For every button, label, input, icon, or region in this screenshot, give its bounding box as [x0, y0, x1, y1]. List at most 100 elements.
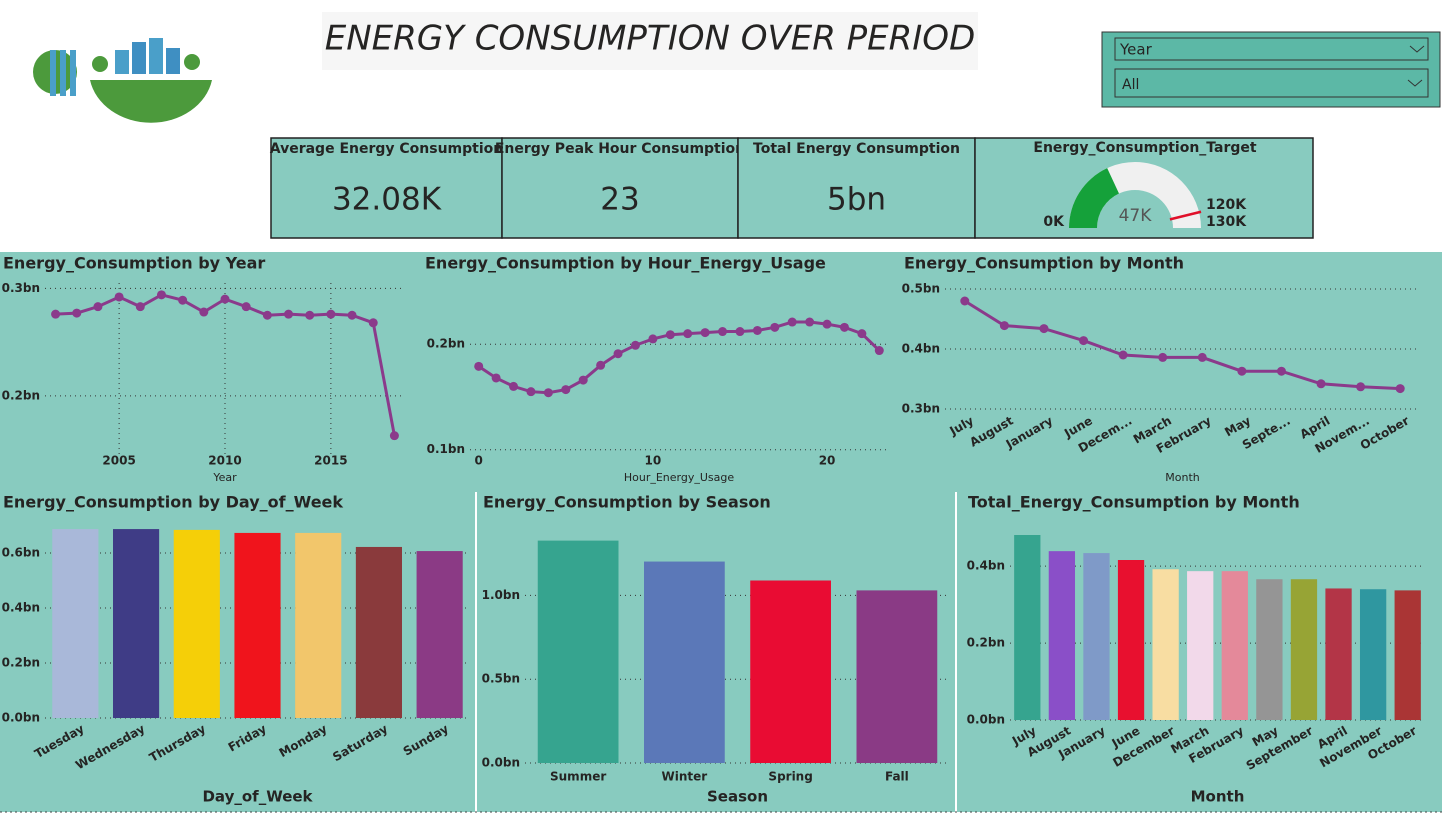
point [347, 310, 357, 320]
year-slicer[interactable]: Year All [1101, 31, 1441, 108]
bar [856, 590, 938, 763]
kpi-value: 32.08K [332, 182, 442, 218]
bar [1048, 551, 1076, 720]
kpi-value: 5bn [827, 182, 886, 218]
point [1079, 336, 1089, 346]
point [491, 373, 501, 383]
bar [644, 561, 725, 763]
gauge-max-label: 130K [1206, 214, 1247, 230]
y-tick-label: 0.5bn [482, 672, 520, 686]
point [1158, 352, 1168, 362]
point [114, 292, 124, 302]
bar [1290, 579, 1318, 720]
point [284, 309, 294, 319]
x-axis-title: Month [1165, 471, 1200, 484]
bar [1256, 579, 1283, 720]
chart-title: Energy_Consumption_Target [1033, 140, 1257, 156]
x-tick-label: Summer [550, 770, 606, 784]
point [1395, 384, 1405, 394]
point [1197, 352, 1207, 362]
bar [355, 546, 402, 718]
point [1316, 379, 1326, 389]
bar [1221, 571, 1248, 720]
point [578, 375, 588, 385]
point [752, 325, 762, 335]
x-axis-title: Month [1191, 788, 1245, 806]
x-tick-label: 2015 [314, 454, 347, 468]
point [805, 317, 815, 327]
bar [1152, 569, 1179, 720]
point [770, 322, 780, 332]
point [474, 361, 484, 371]
chart-title: Energy_Consumption by Day_of_Week [3, 493, 343, 512]
x-axis-title: Hour_Energy_Usage [624, 471, 735, 484]
point [999, 321, 1009, 331]
gauge-target [1169, 210, 1202, 221]
x-tick-label: 2010 [208, 454, 241, 468]
kpi-label: Energy Peak Hour Consumption [495, 141, 745, 157]
bar [1394, 590, 1421, 720]
y-tick-label: 0.4bn [902, 342, 940, 356]
point [199, 307, 209, 317]
y-tick-label: 0.2bn [967, 636, 1005, 650]
gauge-min-label: 0K [1043, 214, 1065, 230]
gauge-value [1069, 168, 1119, 228]
y-tick-label: 0.3bn [902, 402, 940, 416]
point [630, 340, 640, 350]
point [389, 431, 399, 441]
chart-title: Energy_Consumption by Month [904, 254, 1184, 273]
x-tick-label: Winter [662, 770, 708, 784]
chart-title: Energy_Consumption by Year [3, 254, 265, 273]
chart-title: Energy_Consumption by Hour_Energy_Usage [425, 254, 826, 273]
point [665, 330, 675, 340]
y-tick-label: 0.4bn [2, 601, 40, 615]
y-tick-label: 0.2bn [2, 656, 40, 670]
point [561, 385, 571, 395]
bar [1187, 571, 1214, 720]
x-tick-label: Spring [768, 770, 812, 784]
dashboard-title: ENERGY CONSUMPTION OVER PERIOD [325, 19, 976, 59]
y-tick-label: 0.3bn [2, 281, 40, 295]
bar [1359, 589, 1387, 720]
point [93, 302, 103, 312]
point [72, 308, 82, 318]
y-tick-label: 0.1bn [427, 442, 465, 456]
chevron [1409, 45, 1425, 53]
bar [1083, 553, 1110, 720]
x-axis-title: Year [212, 471, 237, 484]
bar [750, 580, 831, 763]
bar [234, 532, 281, 718]
logo [33, 38, 212, 123]
point [683, 329, 693, 339]
line [964, 299, 1401, 391]
x-axis-title: Season [707, 788, 768, 806]
y-tick-label: 0.5bn [902, 282, 940, 296]
bar [173, 529, 220, 718]
point [326, 309, 336, 319]
point [839, 322, 849, 332]
point [874, 346, 884, 356]
slicer-dropdown[interactable] [1114, 68, 1429, 98]
point [526, 387, 536, 397]
bar [52, 529, 99, 718]
x-axis-title: Day_of_Week [202, 788, 313, 806]
x-tick-label: 10 [645, 454, 662, 468]
point [1039, 324, 1049, 334]
gauge-target-label: 120K [1206, 197, 1247, 213]
title-box [322, 12, 978, 70]
y-tick-label: 0.0bn [967, 713, 1005, 727]
gauge-value-label: 47K [1119, 206, 1153, 226]
point [543, 388, 553, 398]
kpi-card [270, 137, 503, 239]
x-tick-label: 2005 [102, 454, 135, 468]
point [1118, 350, 1128, 360]
chart-title: Total_Energy_Consumption by Month [968, 493, 1300, 512]
point [1276, 366, 1286, 376]
point [735, 327, 745, 337]
bar [537, 540, 619, 763]
point [1356, 382, 1366, 392]
point [1237, 366, 1247, 376]
y-tick-label: 0.4bn [967, 559, 1005, 573]
bar [1014, 535, 1041, 720]
x-tick-label: 20 [819, 454, 836, 468]
